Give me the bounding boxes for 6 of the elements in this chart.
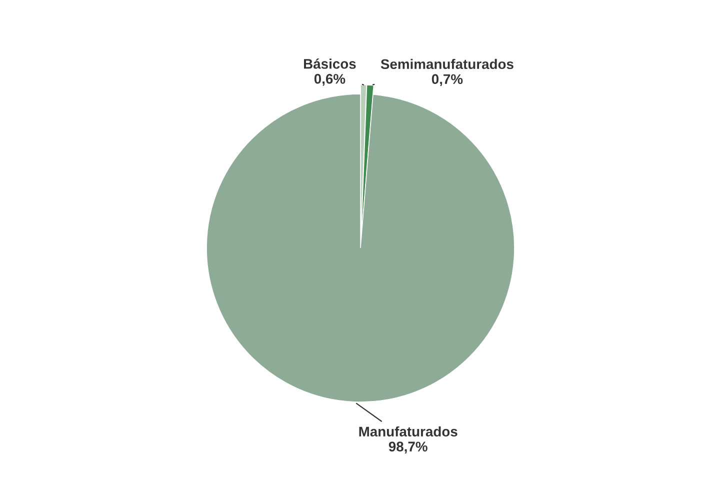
data-label: 0,6% xyxy=(314,74,346,86)
slice-label: Básicos xyxy=(304,58,356,69)
data-label: 98,7% xyxy=(388,442,428,454)
data-label: 0,7% xyxy=(432,74,463,86)
slice-label: Semimanufaturados xyxy=(380,58,514,70)
slice-label: Manufaturados xyxy=(359,426,458,437)
